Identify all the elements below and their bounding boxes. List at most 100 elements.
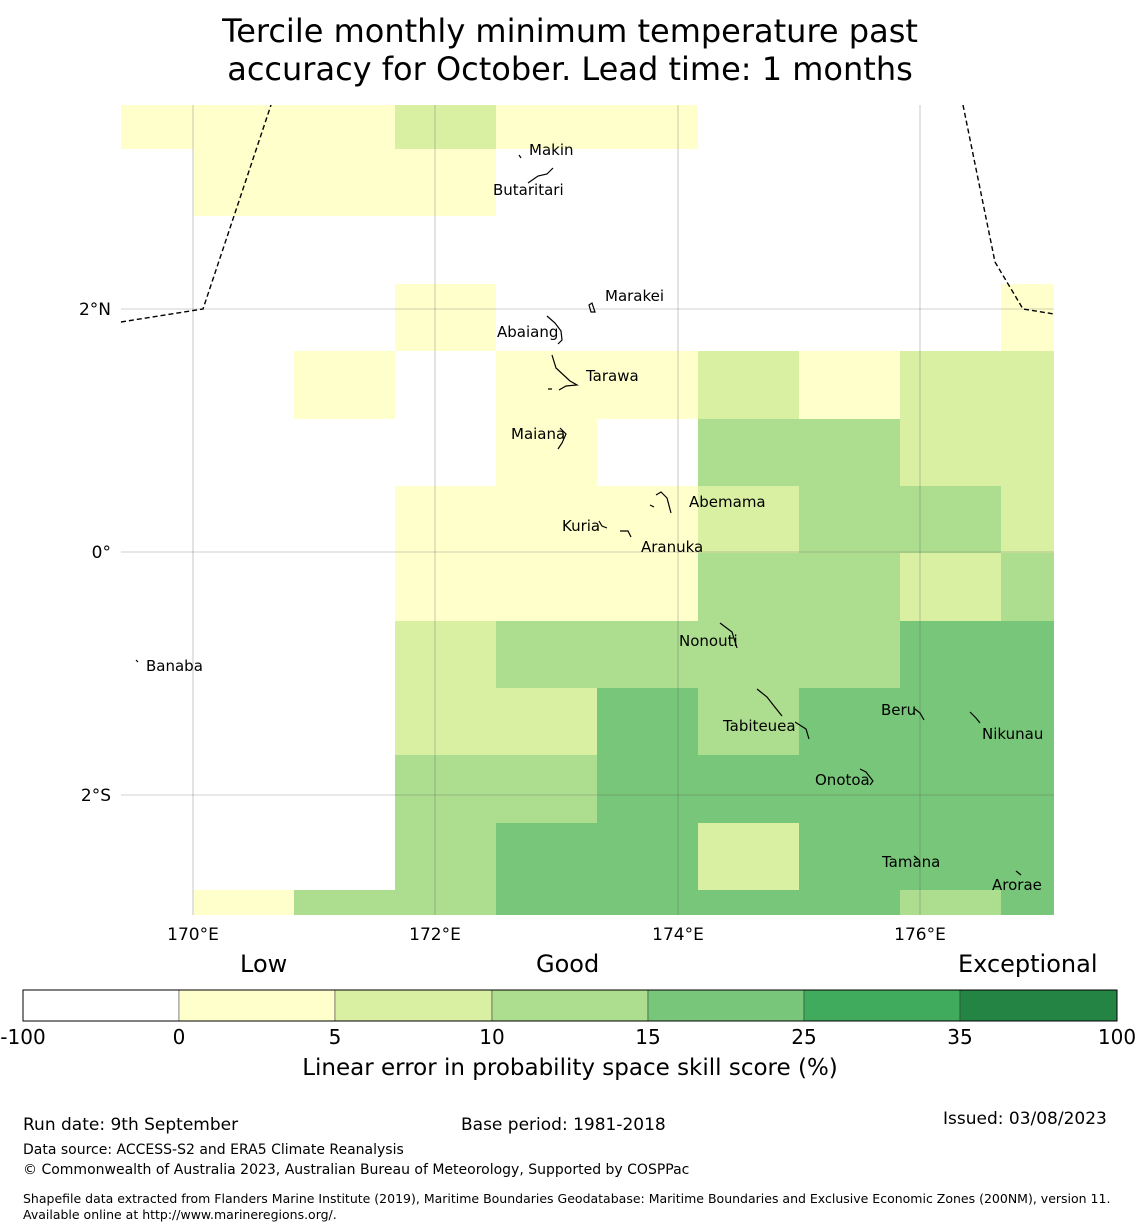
skill-cell (799, 755, 900, 823)
skill-cell (900, 890, 1001, 915)
cb-tick-7: 100 (1098, 1025, 1136, 1049)
label-nikunau: Nikunau (982, 725, 1043, 743)
skill-cell (597, 890, 698, 915)
island-marakei (588, 302, 596, 313)
skill-cell (1001, 755, 1054, 823)
skill-cell (900, 419, 1001, 486)
category-exceptional: Exceptional (958, 950, 1098, 978)
skill-cell (597, 105, 698, 149)
skill-cell (597, 688, 698, 755)
lon-tick-176: 176°E (894, 925, 946, 945)
colorbar-segment (22, 989, 180, 1022)
island-onotoa (859, 768, 874, 786)
skill-cell (395, 105, 496, 149)
label-tabiteuea: Tabiteuea (722, 717, 796, 735)
skill-cell (900, 621, 1001, 688)
colorbar-segment (647, 989, 805, 1022)
label-maiana: Maiana (511, 425, 565, 443)
label-nonouti: Nonouti (679, 632, 738, 650)
skill-cell (799, 621, 900, 688)
island-beru (914, 708, 925, 721)
label-abaiang: Abaiang (497, 323, 558, 341)
skill-cell (395, 890, 496, 915)
eez-boundary-west (120, 104, 272, 323)
skill-cell (799, 823, 900, 890)
colorbar-segment (803, 989, 961, 1022)
skill-cell (799, 890, 900, 915)
cb-tick-2: 5 (329, 1025, 342, 1049)
skill-cell (1001, 688, 1054, 755)
colorbar-segment (959, 989, 1118, 1022)
cb-tick-4: 15 (635, 1025, 660, 1049)
island-nonouti (719, 622, 738, 649)
skill-cell (597, 621, 698, 688)
skill-cell (799, 688, 900, 755)
label-butaritari: Butaritari (493, 181, 564, 199)
eez-boundary-east (962, 104, 1055, 315)
island-nikunau (969, 711, 981, 724)
skill-cell (900, 823, 1001, 890)
skill-cell (193, 105, 294, 149)
skill-cell (294, 149, 395, 216)
label-beru: Beru (881, 701, 916, 719)
skill-cell (698, 890, 799, 915)
cb-tick-3: 10 (479, 1025, 504, 1049)
chart-title: Tercile monthly minimum temperature past… (0, 12, 1140, 88)
skill-cell (900, 755, 1001, 823)
title-line-1: Tercile monthly minimum temperature past (222, 12, 918, 50)
skill-cell (193, 890, 294, 915)
skill-cell (799, 351, 900, 419)
data-source: Data source: ACCESS-S2 and ERA5 Climate … (23, 1142, 404, 1158)
skill-cell (496, 755, 597, 823)
skill-cell (121, 105, 193, 149)
skill-cell (496, 486, 597, 553)
cb-tick-5: 25 (791, 1025, 816, 1049)
island-butaritari (527, 167, 554, 184)
colorbar-label: Linear error in probability space skill … (302, 1055, 838, 1081)
skill-cell (496, 553, 597, 621)
label-banaba: Banaba (146, 657, 203, 675)
cb-tick-6: 35 (947, 1025, 972, 1049)
graticule (121, 105, 1054, 915)
island-outlines (135, 154, 1022, 876)
skill-cell (597, 351, 698, 419)
island-arorae (1015, 870, 1022, 876)
issued-date: Issued: 03/08/2023 (943, 1109, 1107, 1129)
lon-tick-172: 172°E (409, 925, 461, 945)
skill-cell (698, 755, 799, 823)
category-low: Low (240, 950, 288, 978)
skill-cell (597, 823, 698, 890)
label-tamana: Tamana (881, 853, 940, 871)
base-period: Base period: 1981-2018 (461, 1115, 666, 1135)
cb-tick-0: -100 (0, 1025, 45, 1049)
skill-cell (294, 105, 395, 149)
label-abemama: Abemama (689, 493, 766, 511)
label-onotoa: Onotoa (815, 771, 870, 789)
skill-cell (1001, 486, 1054, 553)
island-makin (518, 154, 522, 159)
lat-tick-2n: 2°N (79, 300, 111, 320)
skill-cell (597, 553, 698, 621)
cb-tick-1: 0 (173, 1025, 186, 1049)
label-aranuka: Aranuka (641, 538, 703, 556)
skill-cell (698, 486, 799, 553)
skill-cell (1001, 621, 1054, 688)
skill-cell (496, 890, 597, 915)
label-makin: Makin (529, 141, 574, 159)
label-arorae: Arorae (992, 876, 1042, 894)
skill-cell (698, 621, 799, 688)
island-tamana (913, 855, 919, 860)
skill-cell (900, 553, 1001, 621)
colorbar-segment (491, 989, 649, 1022)
skill-cell (900, 486, 1001, 553)
skill-cell (1001, 284, 1054, 351)
skill-cell (193, 149, 294, 216)
skill-cell (1001, 553, 1054, 621)
skill-cell (395, 149, 496, 216)
label-kuria: Kuria (562, 517, 600, 535)
place-labels: Makin Butaritari Marakei Abaiang Tarawa … (146, 141, 1043, 894)
skill-cell (496, 688, 597, 755)
skill-cell (698, 823, 799, 890)
lat-tick-0: 0° (92, 543, 111, 563)
